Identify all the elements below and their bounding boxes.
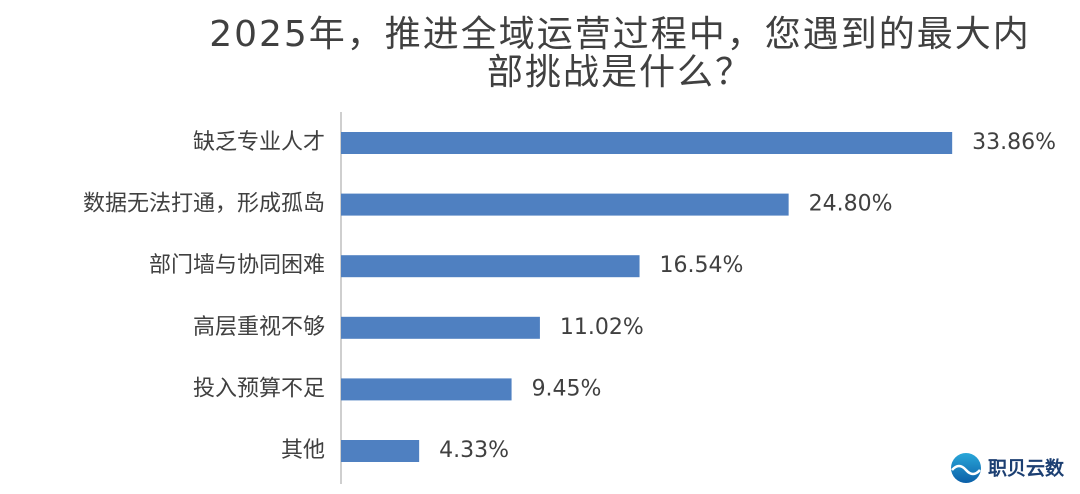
category-label: 部门墙与协同困难 [149, 253, 325, 278]
category-label: 高层重视不够 [193, 315, 325, 340]
logo-wave [951, 464, 981, 476]
category-label: 缺乏专业人才 [193, 130, 325, 155]
bar [341, 440, 420, 462]
chart-title: 2025年，推进全域运营过程中，您遇到的最大内部挑战是什么？ [209, 14, 1031, 93]
bar [341, 132, 953, 154]
category-label: 数据无法打通，形成孤岛 [83, 192, 325, 217]
value-label: 16.54% [660, 253, 744, 278]
value-label: 24.80% [809, 192, 893, 217]
value-label: 4.33% [439, 438, 509, 463]
logo-icon [951, 453, 981, 483]
bar [341, 255, 640, 278]
watermark: 职贝云数 [988, 457, 1065, 480]
value-label: 33.86% [972, 130, 1056, 155]
bar [341, 316, 540, 339]
watermark-logo: 职贝云数 [951, 453, 1065, 483]
category-label: 投入预算不足 [193, 376, 325, 401]
value-label: 9.45% [532, 376, 602, 401]
category-label: 其他 [281, 438, 325, 463]
bar [341, 378, 512, 401]
bar [341, 193, 789, 216]
value-label: 11.02% [560, 315, 644, 340]
